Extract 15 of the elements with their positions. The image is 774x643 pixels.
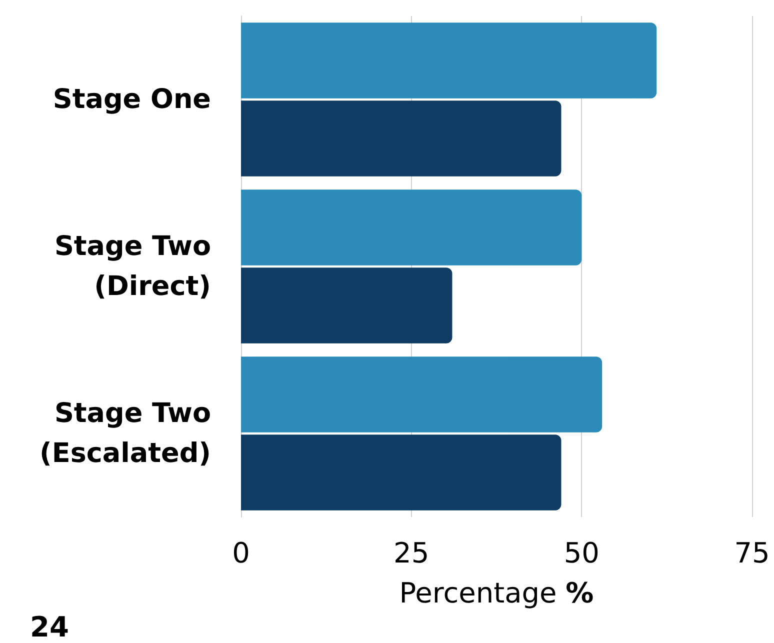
bar (241, 190, 582, 266)
bar (241, 268, 452, 344)
bar (241, 22, 657, 98)
text: 24 (30, 610, 69, 643)
y-tick-label: Stage One (52, 84, 211, 115)
bar (241, 434, 562, 510)
bar (241, 356, 602, 432)
x-tick-label: 75 (734, 536, 770, 570)
x-tick-label: 25 (394, 536, 430, 570)
y-tick-label: Stage Two (Escalated) (40, 398, 211, 469)
x-tick-label: 50 (564, 536, 600, 570)
y-tick-label: Stage Two (Direct) (54, 231, 211, 302)
x-axis-title: Percentage % (399, 576, 594, 610)
bar (241, 100, 562, 176)
x-tick-label: 0 (232, 536, 250, 570)
